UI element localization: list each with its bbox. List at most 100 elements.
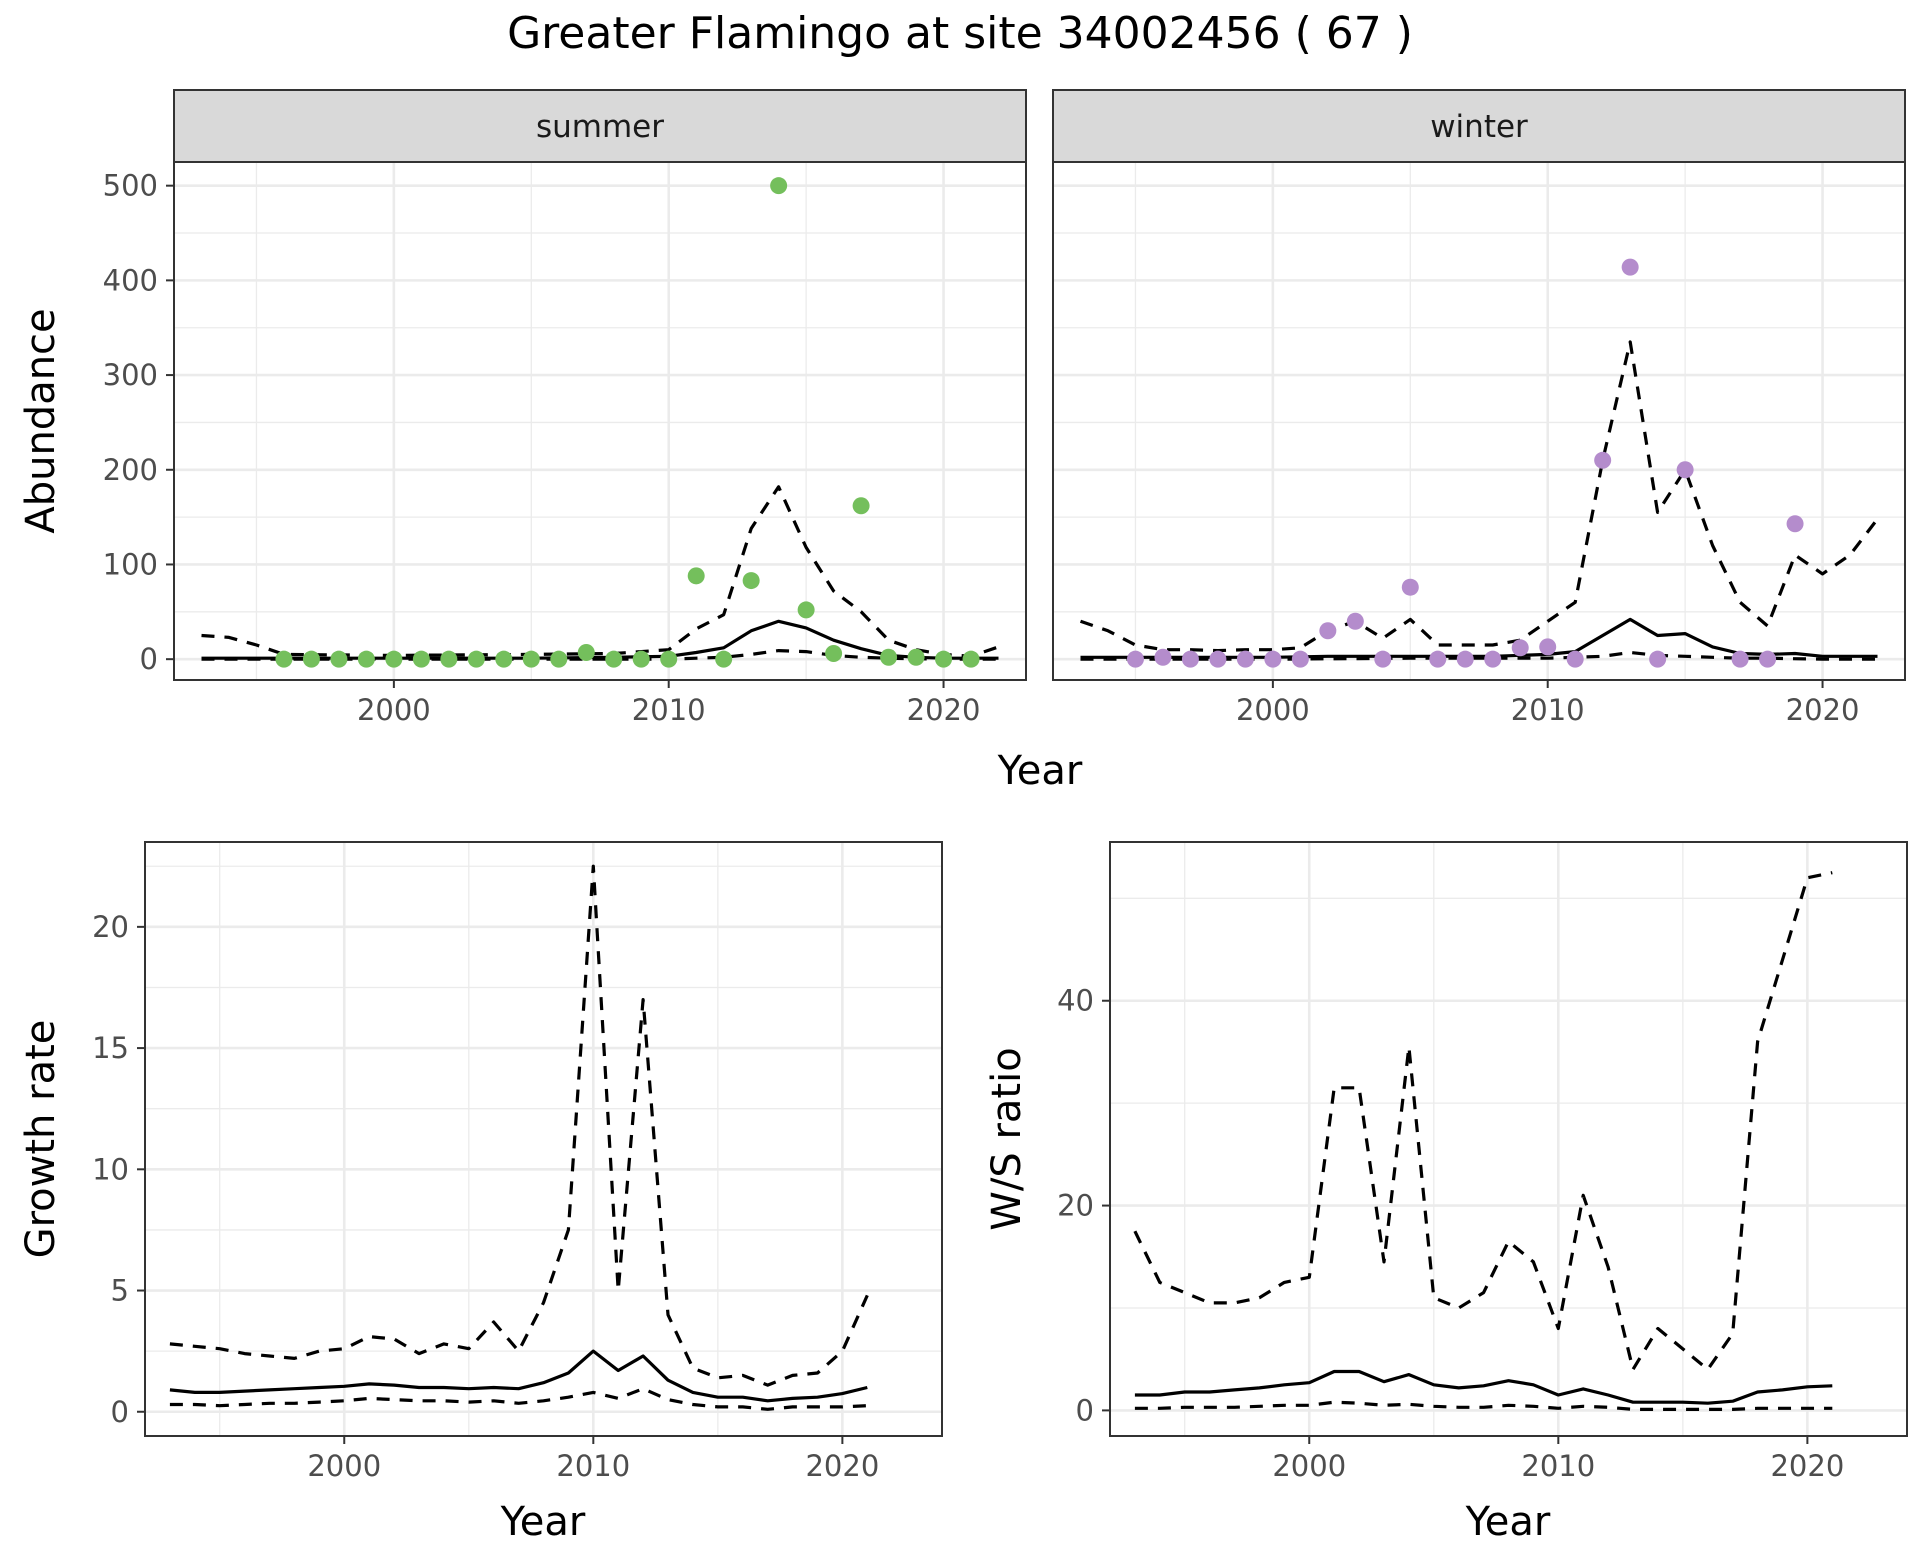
data-point: [1786, 515, 1804, 533]
series-line-solid-0: [169, 1349, 868, 1403]
data-point: [302, 650, 320, 668]
data-point: [1264, 650, 1282, 668]
plot-background: [1053, 162, 1905, 680]
plot-background: [1110, 842, 1907, 1436]
facet-strip: [1052, 89, 1906, 163]
series-line-solid-0: [1134, 1369, 1833, 1405]
y-tick-label: 100: [103, 547, 158, 581]
data-point: [1236, 650, 1254, 668]
x-axis-title: Year: [1465, 1499, 1551, 1545]
y-tick-label: 10: [92, 1152, 129, 1186]
data-point: [1731, 650, 1749, 668]
y-tick-label: 0: [111, 1395, 129, 1429]
data-point: [440, 650, 458, 668]
data-point: [1676, 461, 1694, 479]
data-point: [1346, 612, 1364, 630]
data-point: [1126, 650, 1144, 668]
data-point: [742, 572, 760, 590]
y-tick-label: 0: [140, 642, 158, 676]
data-point: [1429, 650, 1447, 668]
series-line-dashed-1: [169, 864, 869, 1387]
data-point: [770, 177, 788, 195]
y-tick-label: 20: [92, 910, 129, 944]
data-point: [412, 650, 430, 668]
data-point: [385, 650, 403, 668]
panel-growth-rate: 2000 2010 2020 0 5 10 15 20: [92, 841, 943, 1483]
data-point: [962, 650, 980, 668]
data-point: [852, 497, 870, 515]
y-tick-label: 15: [92, 1031, 129, 1065]
x-tick-label: 2010: [1521, 1449, 1595, 1483]
y-tick-label: 0: [1076, 1393, 1094, 1427]
data-point: [1181, 650, 1199, 668]
y-tick-label: 200: [103, 453, 158, 487]
x-tick-label: 2010: [1511, 693, 1585, 727]
y-axis-title: Growth rate: [18, 1020, 64, 1259]
data-point: [1374, 650, 1392, 668]
y-axis-title: W/S ratio: [984, 1047, 1030, 1230]
panel-summer: summer 2000 2010 2020 0 100 200 300 400 500: [103, 89, 1027, 727]
x-tick-label: 2020: [907, 693, 981, 727]
data-point: [1484, 650, 1502, 668]
x-tick-label: 2020: [1786, 693, 1860, 727]
data-point: [880, 648, 898, 666]
data-point: [660, 650, 678, 668]
series-line-dashed-2: [1134, 1400, 1833, 1412]
x-tick-label: 2000: [307, 1449, 381, 1483]
data-point: [1759, 650, 1777, 668]
gridlines: [1110, 842, 1907, 1436]
data-point: [1209, 650, 1227, 668]
data-point: [687, 567, 705, 585]
data-point: [550, 650, 568, 668]
series-line-dashed-2: [169, 1387, 868, 1411]
x-tick-label: 2010: [632, 693, 706, 727]
figure-title: Greater Flamingo at site 34002456 ( 67 ): [507, 8, 1413, 59]
series-line-dashed-1: [1133, 871, 1833, 1372]
data-point: [1621, 258, 1639, 276]
x-tick-label: 2020: [805, 1449, 879, 1483]
panel-border: [1109, 841, 1908, 1437]
y-tick-label: 400: [103, 263, 158, 297]
x-tick-label: 2000: [1236, 693, 1310, 727]
series-line-dashed-1: [201, 485, 1000, 658]
gridlines: [145, 842, 942, 1436]
data-point: [825, 644, 843, 662]
y-axis-title: Abundance: [18, 308, 64, 533]
data-point: [1539, 638, 1557, 656]
data-point: [1594, 451, 1612, 469]
y-tick-label: 40: [1057, 984, 1094, 1018]
data-point: [907, 648, 925, 666]
data-point: [495, 650, 513, 668]
data-point: [715, 650, 733, 668]
y-tick-label: 500: [103, 169, 158, 203]
data-point: [1291, 650, 1309, 668]
data-point: [1511, 639, 1529, 657]
panel-ws-ratio: 2000 2010 2020 0 20 40: [1057, 841, 1908, 1483]
series-line-dashed-1: [1079, 340, 1879, 653]
plot-background: [174, 162, 1026, 680]
data-point: [467, 650, 485, 668]
data-point: [632, 650, 650, 668]
data-point: [1456, 650, 1474, 668]
data-point: [1401, 578, 1419, 596]
plot-background: [145, 842, 942, 1436]
data-point: [1566, 650, 1584, 668]
data-point: [357, 650, 375, 668]
panel-border: [144, 841, 943, 1437]
data-point: [935, 650, 953, 668]
x-axis-title: Year: [500, 1499, 586, 1545]
data-point: [522, 650, 540, 668]
series-line-solid-0: [1080, 617, 1878, 659]
data-point: [1649, 650, 1667, 668]
x-tick-label: 2010: [556, 1449, 630, 1483]
data-point: [577, 644, 595, 662]
y-tick-label: 5: [111, 1274, 129, 1308]
data-point: [605, 650, 623, 668]
y-tick-label: 300: [103, 358, 158, 392]
data-point: [330, 650, 348, 668]
y-tick-label: 20: [1057, 1189, 1094, 1223]
data-point: [275, 650, 293, 668]
x-tick-label: 2020: [1770, 1449, 1844, 1483]
